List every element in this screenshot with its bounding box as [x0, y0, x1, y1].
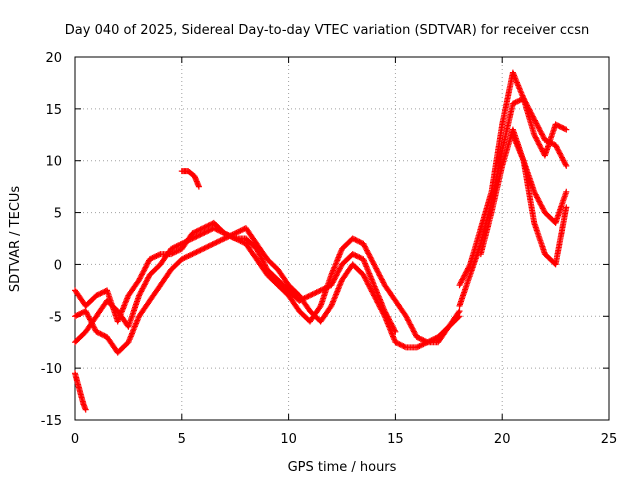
data-point [213, 239, 220, 246]
data-point [94, 291, 101, 298]
data-point [543, 137, 550, 144]
y-tick-label: 10 [45, 155, 62, 170]
x-tick-label: 10 [280, 432, 297, 447]
data-point [392, 328, 399, 335]
data-point [316, 304, 323, 311]
data-point [82, 406, 89, 413]
x-tick-label: 15 [387, 432, 404, 447]
data-point [538, 130, 545, 137]
chart-title: Day 040 of 2025, Sidereal Day-to-day VTE… [65, 23, 589, 38]
data-point [170, 244, 177, 251]
data-point [98, 331, 105, 338]
data-point [189, 251, 196, 258]
y-tick-label: 15 [45, 103, 62, 118]
data-point [357, 254, 364, 261]
data-point [563, 188, 570, 195]
data-point [300, 295, 307, 302]
y-tick-label: 0 [54, 258, 62, 273]
data-point [308, 291, 315, 298]
data-point [517, 88, 524, 95]
data-point [224, 231, 231, 238]
data-point [536, 141, 543, 148]
y-axis-label: SDTVAR / TECUs [8, 186, 23, 293]
data-point [563, 126, 570, 133]
plot-frame [74, 56, 610, 421]
y-tick-label: 20 [45, 51, 62, 66]
data-point [455, 309, 462, 316]
data-point [193, 228, 200, 235]
y-tick-label: 5 [54, 207, 62, 222]
data-point [515, 98, 522, 105]
data-point [415, 343, 422, 350]
data-point [182, 254, 189, 261]
x-axis-label: GPS time / hours [288, 460, 397, 475]
data-point [74, 312, 81, 318]
data-point [392, 339, 399, 346]
data-point [400, 343, 407, 350]
data-point [201, 229, 208, 236]
data-point [72, 313, 78, 320]
data-point [555, 122, 562, 129]
axis-ticks: 0 5 10 15 20 25 -15 -10 -5 0 5 10 15 20 [41, 51, 618, 447]
data-point [560, 125, 567, 132]
data-point [563, 204, 570, 211]
data-point [532, 134, 539, 141]
data-point [456, 308, 463, 315]
data-point [431, 336, 438, 342]
data-point [538, 202, 545, 209]
x-tick-label: 25 [601, 432, 618, 447]
y-tick-label: -15 [41, 414, 62, 429]
data-point [423, 339, 430, 346]
data-point [170, 249, 177, 256]
data-point [148, 255, 155, 262]
y-tick-label: -5 [49, 310, 62, 325]
data-point [236, 228, 243, 235]
x-tick-label: 5 [178, 432, 186, 447]
data-point [527, 109, 534, 116]
data-point [391, 327, 398, 334]
data-point [205, 243, 212, 250]
data-point [419, 336, 426, 343]
data-point [186, 252, 193, 259]
data-point [201, 224, 208, 231]
data-point [216, 238, 223, 245]
data-point [195, 183, 202, 190]
data-point [512, 76, 519, 83]
grid [75, 57, 609, 420]
data-point [353, 237, 360, 244]
data-point [320, 286, 327, 293]
data-point [552, 121, 559, 128]
x-tick-label: 20 [494, 432, 511, 447]
data-point [548, 140, 555, 147]
data-points [72, 69, 570, 413]
y-tick-label: -10 [41, 362, 62, 377]
data-point [297, 297, 304, 304]
data-point [98, 290, 105, 296]
x-tick-label: 0 [71, 432, 79, 447]
data-point [559, 124, 566, 131]
data-point [545, 138, 552, 145]
data-point [77, 310, 84, 317]
data-point [557, 124, 564, 130]
data-point [197, 247, 204, 254]
data-point [312, 290, 319, 296]
data-point [556, 150, 563, 157]
data-point [563, 162, 570, 169]
data-point [193, 233, 200, 240]
